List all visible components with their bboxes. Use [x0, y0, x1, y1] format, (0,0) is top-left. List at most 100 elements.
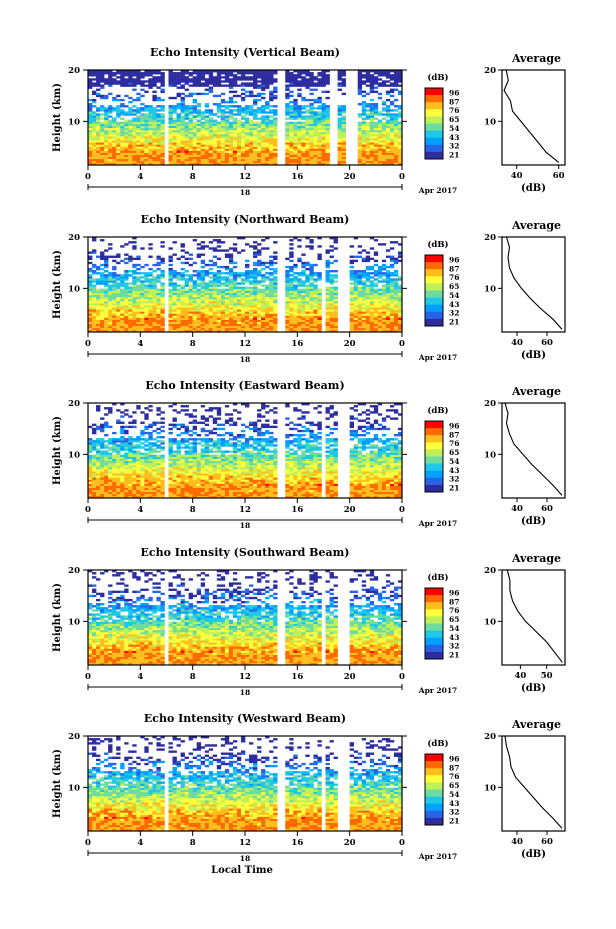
heatmap-cell	[200, 134, 206, 137]
heatmap-cell	[265, 307, 270, 310]
heatmap-cell	[92, 123, 97, 127]
heatmap-cell	[224, 255, 230, 258]
heatmap-cell	[245, 127, 250, 131]
heatmap-cell	[269, 94, 274, 98]
heatmap-cell	[261, 136, 266, 139]
heatmap-cell	[377, 270, 383, 273]
heatmap-cell	[92, 309, 97, 312]
heatmap-cell	[92, 127, 97, 131]
profile-x-axis-label: (dB)	[521, 350, 546, 361]
heatmap-cell	[132, 88, 137, 91]
heatmap-cell	[204, 148, 210, 151]
heatmap-cell	[317, 146, 322, 149]
heatmap-cell	[136, 286, 141, 289]
heatmap-cell	[220, 113, 226, 116]
heatmap-cell	[112, 109, 117, 112]
heatmap-cell	[112, 321, 117, 325]
heatmap-cell	[108, 140, 113, 143]
heatmap-cell	[297, 140, 302, 143]
heatmap-cell	[365, 150, 371, 153]
heatmap-cell	[261, 284, 266, 287]
heatmap-cell	[232, 123, 238, 127]
heatmap-cell	[325, 315, 330, 318]
heatmap-cell	[100, 257, 105, 261]
heatmap-cell	[289, 253, 294, 256]
heatmap-cell	[357, 80, 363, 83]
heatmap-cell	[253, 148, 258, 151]
heatmap-cell	[245, 84, 250, 87]
heatmap-cell	[100, 303, 105, 306]
heatmap-cell	[373, 327, 379, 331]
heatmap-cell	[108, 134, 113, 137]
heatmap-cell	[132, 265, 137, 269]
heatmap-cell	[156, 115, 161, 118]
heatmap-cell	[273, 138, 278, 141]
heatmap-cell	[257, 315, 262, 318]
heatmap-cell	[116, 253, 121, 256]
heatmap-cell	[140, 109, 145, 112]
heatmap-cell	[212, 84, 218, 87]
heatmap-cell	[261, 109, 266, 112]
heatmap-cell	[249, 311, 254, 314]
heatmap-cell	[240, 305, 246, 308]
heatmap-cell	[373, 329, 379, 333]
heatmap-cell	[309, 88, 314, 91]
heatmap-cell	[216, 294, 222, 298]
heatmap-cell	[393, 136, 399, 139]
heatmap-cell	[365, 156, 371, 160]
heatmap-cell	[104, 319, 109, 322]
heatmap-cell	[240, 317, 246, 320]
colorbar-tick-label: 87	[449, 97, 459, 106]
heatmap-cell	[108, 142, 113, 145]
heatmap-cell	[253, 305, 258, 308]
heatmap-cell	[140, 290, 145, 294]
heatmap-cell	[92, 249, 97, 252]
heatmap-cell	[220, 98, 226, 102]
colorbar-swatch	[425, 144, 443, 153]
heatmap-cell	[273, 303, 278, 306]
heatmap-cell	[357, 270, 363, 273]
heatmap-cell	[369, 134, 375, 137]
heatmap-cell	[188, 94, 193, 98]
heatmap-cell	[176, 278, 181, 281]
heatmap-cell	[325, 325, 330, 329]
heatmap-cell	[124, 270, 129, 273]
heatmap-cell	[309, 134, 314, 137]
heatmap-cell	[253, 303, 258, 306]
heatmap-cell	[325, 290, 330, 294]
heatmap-cell	[212, 327, 218, 331]
heatmap-cell	[104, 288, 109, 291]
heatmap-cell	[200, 148, 206, 151]
heatmap-cell	[261, 296, 266, 300]
heatmap-cell	[228, 278, 234, 281]
heatmap-cell	[393, 315, 399, 318]
heatmap-cell	[120, 123, 125, 127]
heatmap-cell	[301, 305, 306, 308]
heatmap-cell	[325, 158, 330, 162]
heatmap-cell	[132, 148, 137, 151]
heatmap-cell	[381, 303, 387, 306]
heatmap-cell	[88, 477, 93, 480]
heatmap-cell	[148, 82, 153, 85]
heatmap-cell	[204, 263, 210, 267]
heatmap-cell	[333, 311, 338, 314]
heatmap-cell	[369, 301, 375, 304]
heatmap-cell	[200, 307, 206, 310]
heatmap-cell	[228, 319, 234, 322]
heatmap-cell	[144, 90, 149, 94]
heatmap-cell	[285, 315, 290, 318]
heatmap-cell	[128, 129, 133, 133]
heatmap-cell	[224, 319, 230, 322]
heatmap-cell	[200, 111, 206, 114]
heatmap-cell	[172, 162, 177, 166]
heatmap-cell	[397, 78, 403, 81]
heatmap-cell	[212, 247, 218, 250]
heatmap-cell	[265, 82, 270, 85]
heatmap-cell	[208, 298, 214, 302]
heatmap-cell	[236, 94, 242, 98]
heatmap-cell	[196, 311, 202, 314]
heatmap-cell	[216, 125, 222, 129]
heatmap-cell	[216, 274, 222, 277]
heatmap-cell	[261, 119, 266, 122]
heatmap-cell	[236, 329, 242, 333]
